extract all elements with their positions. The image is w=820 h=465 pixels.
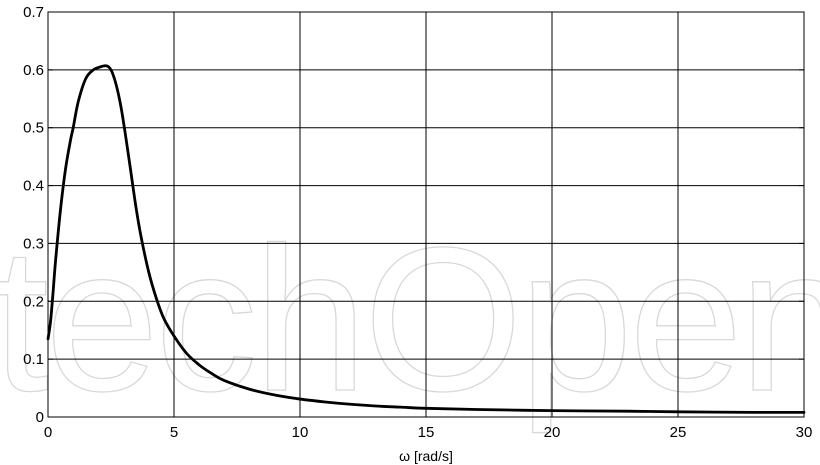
y-tick-label: 0.2 bbox=[23, 293, 44, 310]
y-tick-label: 0 bbox=[36, 409, 44, 426]
grid-lines bbox=[48, 12, 804, 417]
y-tick-labels: 0 0.1 0.2 0.3 0.4 0.5 0.6 0.7 bbox=[23, 4, 44, 426]
y-tick-label: 0.6 bbox=[23, 62, 44, 79]
x-tick-label: 20 bbox=[544, 424, 561, 441]
x-tick-label: 0 bbox=[44, 424, 52, 441]
y-tick-label: 0.4 bbox=[23, 178, 44, 195]
x-tick-label: 25 bbox=[670, 424, 687, 441]
x-tick-label: 15 bbox=[418, 424, 435, 441]
axis-ticks bbox=[47, 11, 805, 418]
x-tick-labels: 0 5 10 15 20 25 30 bbox=[44, 424, 813, 441]
x-axis-label: ω [rad/s] bbox=[399, 448, 453, 464]
y-tick-label: 0.1 bbox=[23, 351, 44, 368]
x-tick-label: 10 bbox=[292, 424, 309, 441]
watermark-text: techOpen bbox=[0, 205, 820, 434]
x-tick-label: 5 bbox=[170, 424, 178, 441]
y-tick-label: 0.5 bbox=[23, 120, 44, 137]
series-line bbox=[46, 64, 806, 414]
y-tick-label: 0.7 bbox=[23, 4, 44, 21]
x-tick-label: 30 bbox=[796, 424, 813, 441]
y-tick-label: 0.3 bbox=[23, 235, 44, 252]
